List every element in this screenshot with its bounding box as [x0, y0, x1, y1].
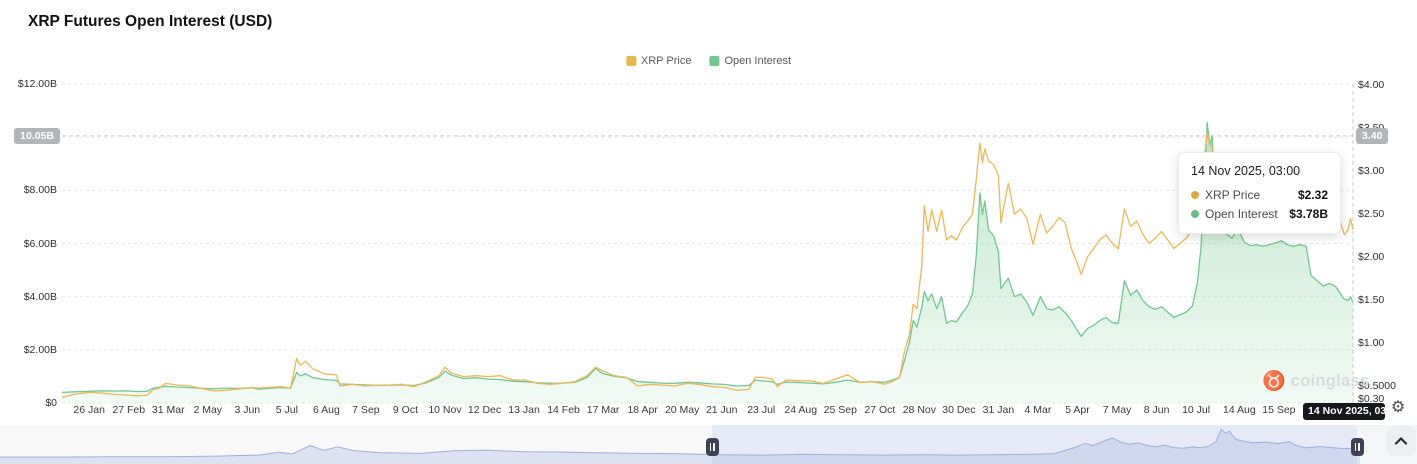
x-axis-tick-label: 14 Feb	[547, 404, 580, 416]
open-interest-area	[62, 122, 1353, 403]
x-axis-tick-label: 17 Mar	[586, 404, 620, 416]
right-axis-tick-label: $1.50	[1358, 294, 1385, 307]
tooltip-value: $3.78B	[1289, 207, 1328, 221]
left-axis-tick-label: $4.00B	[23, 290, 57, 303]
x-axis-tick-label: 20 May	[664, 404, 700, 416]
x-axis-tick-label: 10 Jul	[1182, 404, 1211, 416]
x-axis-tick-label: 9 Oct	[392, 404, 418, 416]
crosshair-date-badge: 14 Nov 2025, 03:00	[1303, 403, 1385, 420]
crosshair-left-value-badge: 10.05B	[14, 127, 60, 144]
legend-label: Open Interest	[724, 55, 792, 67]
navigator-left-handle[interactable]	[705, 438, 719, 456]
left-axis-tick-label: $2.00B	[23, 343, 57, 356]
gear-icon[interactable]: ⚙	[1390, 399, 1406, 416]
crosshair-right-value-badge: 3.40	[1356, 127, 1389, 144]
x-axis-tick-label: 30 Dec	[942, 404, 976, 416]
navigator-area	[0, 429, 1360, 464]
tooltip-label: XRP Price	[1205, 188, 1261, 202]
tooltip-value: $2.32	[1297, 188, 1328, 202]
legend-item-xrp-price[interactable]: XRP Price	[625, 55, 692, 67]
x-axis-tick-label: 8 Jun	[1143, 404, 1170, 416]
tooltip-row-open-interest: Open Interest $3.78B	[1191, 207, 1328, 221]
x-axis-tick-label: 13 Jan	[508, 404, 540, 416]
xrp-price-line	[61, 131, 1354, 398]
x-axis-tick-label: 3 Jun	[234, 404, 261, 416]
x-axis-tick-label: 4 Mar	[1024, 404, 1052, 416]
x-axis-tick-label: 12 Dec	[467, 404, 502, 416]
chart-tooltip: 14 Nov 2025, 03:00 XRP Price $2.32 Open …	[1178, 152, 1341, 234]
x-axis-tick-label: 6 Aug	[312, 404, 340, 416]
right-axis-tick-label: $2.50	[1358, 208, 1385, 221]
x-axis-tick-label: 27 Oct	[864, 404, 896, 416]
xrp-price-dot-icon	[1191, 191, 1199, 199]
navigator-right-handle[interactable]	[1350, 438, 1364, 456]
x-axis-tick-label: 5 Apr	[1065, 404, 1090, 416]
open-interest-dot-icon	[1191, 210, 1199, 218]
x-axis-tick-label: 7 May	[1102, 404, 1132, 416]
legend-item-open-interest[interactable]: Open Interest	[709, 55, 791, 67]
x-axis-tick-label: 24 Aug	[784, 404, 818, 416]
right-axis-tick-label: $0.30	[1358, 393, 1385, 405]
right-axis-tick-label: $4.00	[1358, 79, 1385, 92]
right-axis-tick-label: $2.00	[1358, 251, 1385, 264]
legend-label: XRP Price	[640, 55, 692, 67]
tooltip-row-xrp-price: XRP Price $2.32	[1191, 188, 1328, 202]
x-axis-tick-label: 21 Jun	[705, 404, 738, 416]
left-axis-tick-label: $12.00B	[17, 78, 57, 90]
x-axis-tick-label: 5 Jul	[275, 404, 298, 416]
x-axis-tick-label: 25 Sep	[823, 404, 857, 416]
x-axis-tick-label: 27 Feb	[112, 404, 146, 416]
tooltip-date: 14 Nov 2025, 03:00	[1191, 164, 1301, 178]
x-axis-tick-label: 15 Sep	[1262, 404, 1296, 416]
x-axis-tick-label: 10 Nov	[428, 404, 462, 416]
x-axis-tick-label: 31 Jan	[982, 404, 1015, 416]
x-axis-tick-label: 23 Jul	[747, 404, 776, 416]
x-axis-tick-label: 26 Jan	[73, 404, 105, 416]
legend: XRP Price Open Interest	[625, 55, 791, 67]
navigator-line	[0, 428, 1361, 458]
right-axis-tick-label: $0.5000	[1358, 380, 1396, 392]
x-axis-tick-label: 18 Apr	[627, 404, 658, 416]
collapse-panel-button[interactable]	[1386, 426, 1416, 456]
navigator-selection[interactable]	[712, 425, 1357, 464]
page-title: XRP Futures Open Interest (USD)	[28, 13, 273, 30]
x-axis-tick-label: 7 Sep	[352, 404, 380, 416]
chevron-up-icon	[1394, 437, 1408, 445]
x-axis-tick-label: 14 Aug	[1222, 404, 1256, 416]
x-axis-tick-label: 2 May	[193, 404, 223, 416]
x-axis-tick-label: 31 Mar	[151, 404, 185, 416]
right-axis-tick-label: $3.00	[1358, 165, 1385, 178]
left-axis-tick-label: $0	[45, 397, 57, 409]
left-axis-tick-label: $6.00B	[23, 237, 57, 250]
xrp-price-legend-swatch	[625, 56, 636, 66]
right-axis-tick-label: $1.00	[1358, 337, 1385, 350]
open-interest-legend-swatch	[709, 56, 720, 66]
left-axis-tick-label: $8.00B	[23, 184, 57, 197]
x-axis-tick-label: 28 Nov	[902, 404, 936, 416]
tooltip-label: Open Interest	[1205, 207, 1278, 221]
